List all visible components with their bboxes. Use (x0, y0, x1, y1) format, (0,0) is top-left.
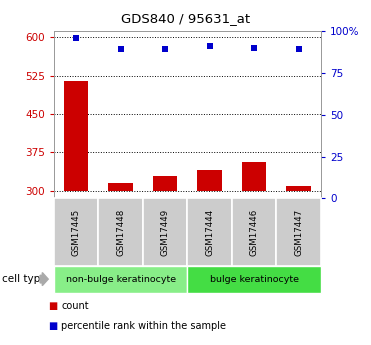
Text: GSM17447: GSM17447 (294, 208, 303, 256)
Bar (242, 162, 266, 191)
Bar (153, 176, 177, 191)
Text: count: count (61, 301, 89, 310)
Text: ■: ■ (48, 301, 58, 310)
Bar (108, 183, 133, 191)
Bar (286, 186, 311, 191)
Text: bulge keratinocyte: bulge keratinocyte (210, 275, 299, 284)
Bar (197, 170, 222, 191)
Text: non-bulge keratinocyte: non-bulge keratinocyte (66, 275, 175, 284)
Text: GSM17444: GSM17444 (205, 208, 214, 256)
Text: percentile rank within the sample: percentile rank within the sample (61, 321, 226, 331)
Text: GSM17449: GSM17449 (161, 208, 170, 256)
Text: GSM17446: GSM17446 (250, 208, 259, 256)
Bar (64, 81, 88, 191)
Text: cell type: cell type (2, 274, 46, 284)
Text: GSM17448: GSM17448 (116, 208, 125, 256)
Text: GDS840 / 95631_at: GDS840 / 95631_at (121, 12, 250, 25)
Text: GSM17445: GSM17445 (72, 208, 81, 256)
Text: ■: ■ (48, 321, 58, 331)
